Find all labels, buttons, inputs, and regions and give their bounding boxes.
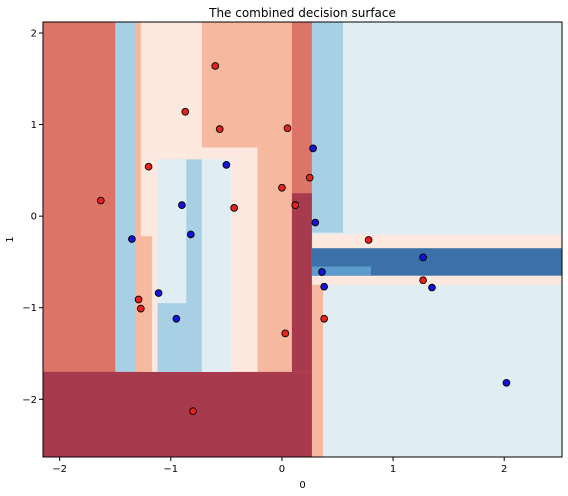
point-blue <box>128 235 136 243</box>
x-axis-label: 0 <box>299 480 305 491</box>
point-blue <box>178 201 186 210</box>
point-blue <box>154 289 163 297</box>
surface-region-blue <box>186 159 202 372</box>
point-red <box>181 107 190 116</box>
point-red <box>189 407 197 416</box>
x-tick-label: −1 <box>163 464 178 475</box>
y-tick-label: −2 <box>22 395 37 406</box>
x-axis-ticks: −2 −1 0 1 2 <box>52 457 507 475</box>
point-red <box>278 183 286 192</box>
surface-region-blue <box>115 22 136 372</box>
point-blue <box>311 218 320 227</box>
point-red <box>144 162 153 171</box>
point-red <box>230 204 239 212</box>
point-red <box>211 62 220 70</box>
scatter-points <box>96 62 511 416</box>
point-blue <box>186 230 195 239</box>
surface-region-darkest-red <box>43 371 312 457</box>
surface-region-salmon <box>140 236 152 372</box>
plot-frame <box>42 21 563 458</box>
x-tick-label: 0 <box>279 464 285 475</box>
point-red <box>291 201 300 210</box>
x-tick-label: 2 <box>501 464 507 475</box>
surface-region-blue <box>311 22 344 233</box>
x-tick-label: 1 <box>390 464 396 475</box>
y-axis-ticks: −2 −1 0 1 2 <box>22 28 43 406</box>
point-red <box>96 196 105 205</box>
point-blue <box>318 268 326 276</box>
point-red <box>281 329 290 338</box>
y-tick-label: 0 <box>31 212 37 223</box>
point-blue <box>502 378 511 387</box>
y-tick-label: 1 <box>31 120 37 131</box>
point-blue <box>320 282 329 291</box>
chart-title: The combined decision surface <box>208 6 396 20</box>
decision-regions <box>43 22 562 457</box>
point-red <box>364 236 373 244</box>
point-red <box>134 295 143 304</box>
point-red <box>283 124 292 133</box>
surface-region-darkest-red <box>291 193 312 372</box>
surface-region-mid-blue <box>311 266 371 276</box>
point-red <box>305 173 314 182</box>
surface-region-light-blue <box>201 159 231 372</box>
point-blue <box>428 283 436 292</box>
y-tick-label: 2 <box>31 28 37 39</box>
point-red <box>136 304 145 313</box>
point-red <box>419 276 427 285</box>
point-blue <box>222 161 231 169</box>
x-tick-label: −2 <box>52 464 67 475</box>
y-tick-label: −1 <box>22 303 37 314</box>
surface-region-salmon <box>311 275 324 457</box>
y-axis-label: 1 <box>5 236 16 242</box>
point-red <box>215 125 224 133</box>
point-blue <box>172 314 181 323</box>
point-red <box>320 314 329 323</box>
point-blue <box>309 144 317 153</box>
point-blue <box>419 253 427 262</box>
surface-region-light-blue <box>157 159 187 304</box>
